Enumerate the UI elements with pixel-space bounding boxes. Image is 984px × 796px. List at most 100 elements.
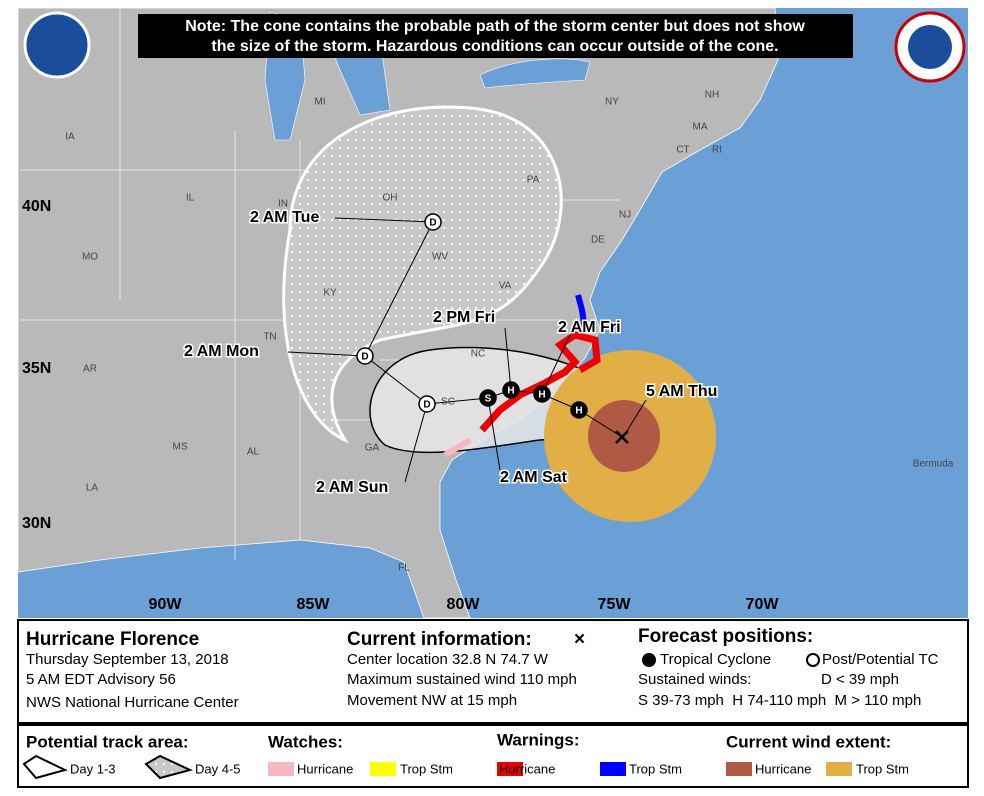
legend-label: Day 1-3 bbox=[70, 761, 116, 776]
trop-storm-watch-swatch bbox=[370, 762, 396, 776]
legend-label: Trop Stm bbox=[629, 761, 682, 776]
legend-heading: Watches: bbox=[268, 732, 343, 751]
state-label: IL bbox=[186, 193, 195, 204]
leader-line bbox=[504, 327, 512, 391]
leader-line bbox=[287, 351, 366, 357]
state-label: OH bbox=[383, 193, 398, 204]
forecast-marker bbox=[418, 395, 436, 413]
marker-letter: S bbox=[485, 394, 492, 405]
track-label: 2 AM Sat bbox=[500, 469, 568, 486]
info-panel bbox=[17, 619, 969, 724]
hurricane-watch bbox=[443, 437, 472, 458]
forecast-marker bbox=[424, 213, 442, 231]
legend-heading: Warnings: bbox=[497, 730, 579, 749]
leader-line bbox=[623, 399, 647, 437]
latitude-label: 30N bbox=[22, 515, 51, 532]
state-label: NC bbox=[471, 349, 485, 360]
longitude-label: 80W bbox=[447, 596, 481, 613]
island-label: Bermuda bbox=[913, 459, 954, 470]
date: Thursday September 13, 2018 bbox=[26, 651, 229, 668]
state-label: KY bbox=[323, 288, 337, 299]
ptc-symbol bbox=[806, 653, 820, 667]
state-label: CT bbox=[676, 145, 689, 156]
legend-label: Trop Stm bbox=[856, 761, 909, 776]
current-title: Current information: bbox=[347, 629, 532, 650]
forecast-marker bbox=[502, 381, 520, 399]
longitude-label: 70W bbox=[746, 596, 780, 613]
noaa-logo bbox=[23, 11, 91, 79]
state-label: MO bbox=[82, 252, 98, 263]
legend-label: Trop Stm bbox=[400, 761, 453, 776]
legend-label: Hurricane bbox=[297, 761, 353, 776]
advisory: 5 AM EDT Advisory 56 bbox=[26, 671, 176, 688]
cone-day-4-5 bbox=[282, 105, 563, 444]
trop-storm-warning bbox=[575, 294, 588, 331]
state-label: TN bbox=[263, 332, 276, 343]
forecast-marker bbox=[533, 385, 551, 403]
state-label: GA bbox=[365, 443, 380, 454]
legend-label: Hurricane bbox=[499, 761, 555, 776]
leader-line bbox=[334, 217, 434, 223]
forecast-marker bbox=[479, 389, 497, 407]
nws-logo-inner bbox=[908, 25, 952, 69]
day13-swatch bbox=[22, 754, 68, 780]
tc-label: Tropical Cyclone bbox=[660, 651, 771, 668]
note-text: Note: The cone contains the probable pat… bbox=[185, 18, 805, 35]
marker-letter: H bbox=[538, 390, 545, 401]
marker-letter: D bbox=[423, 400, 430, 411]
marker-letter: H bbox=[575, 406, 582, 417]
track-label: 2 AM Sun bbox=[316, 479, 388, 496]
state-label: MA bbox=[693, 122, 708, 133]
state-label: LA bbox=[86, 483, 99, 494]
leader-line bbox=[404, 403, 428, 483]
trop-storm-wind-swatch bbox=[826, 762, 852, 776]
state-label: MS bbox=[173, 442, 188, 453]
hurricane-watch-swatch bbox=[268, 762, 294, 776]
legend-panel bbox=[17, 724, 969, 788]
day45-swatch bbox=[144, 754, 193, 780]
track-label: 2 AM Fri bbox=[558, 319, 621, 336]
center: NWS National Hurricane Center bbox=[26, 694, 239, 711]
hurricane-warning bbox=[479, 331, 601, 433]
d-label: D < 39 mph bbox=[821, 671, 899, 688]
current-line: Maximum sustained wind 110 mph bbox=[347, 671, 577, 688]
current-line: Center location 32.8 N 74.7 W bbox=[347, 651, 549, 668]
state-label: WV bbox=[432, 252, 448, 263]
longitude-label: 85W bbox=[297, 596, 331, 613]
track-label: 2 PM Fri bbox=[433, 309, 495, 326]
marker-letter: H bbox=[507, 386, 514, 397]
track-label: 2 AM Mon bbox=[184, 343, 259, 360]
tc-symbol bbox=[642, 653, 656, 667]
legend-label: Day 4-5 bbox=[195, 761, 241, 776]
leader-line bbox=[487, 397, 501, 471]
state-label: NH bbox=[705, 90, 719, 101]
forecast-marker bbox=[356, 347, 374, 365]
marker-letter: D bbox=[429, 218, 436, 229]
longitude-label: 90W bbox=[149, 596, 183, 613]
state-label: NJ bbox=[619, 210, 631, 221]
longitude-label: 75W bbox=[598, 596, 632, 613]
state-label: DE bbox=[591, 235, 605, 246]
legend-heading: Potential track area: bbox=[26, 732, 189, 751]
ptc-label: Post/Potential TC bbox=[822, 651, 939, 668]
state-label: AL bbox=[247, 447, 260, 458]
state-label: IN bbox=[278, 199, 288, 210]
state-label: IA bbox=[65, 132, 75, 143]
latitude-label: 40N bbox=[22, 198, 51, 215]
note-box bbox=[138, 14, 853, 58]
state-label: MI bbox=[314, 97, 325, 108]
forecast-title: Forecast positions: bbox=[638, 626, 813, 647]
storm-name: Hurricane Florence bbox=[26, 629, 199, 650]
state-label: VA bbox=[499, 281, 512, 292]
forecast-marker bbox=[570, 401, 588, 419]
track-label: 2 AM Tue bbox=[250, 209, 319, 226]
state-label: NY bbox=[605, 97, 619, 108]
state-label: PA bbox=[527, 175, 540, 186]
hurricane-wind-swatch bbox=[726, 762, 752, 776]
trop-storm-warning-swatch bbox=[600, 762, 626, 776]
winds-label: Sustained winds: bbox=[638, 671, 751, 688]
state-label: AR bbox=[83, 364, 97, 375]
hurricane-warning-swatch bbox=[497, 762, 523, 776]
track-label: 5 AM Thu bbox=[646, 383, 717, 400]
